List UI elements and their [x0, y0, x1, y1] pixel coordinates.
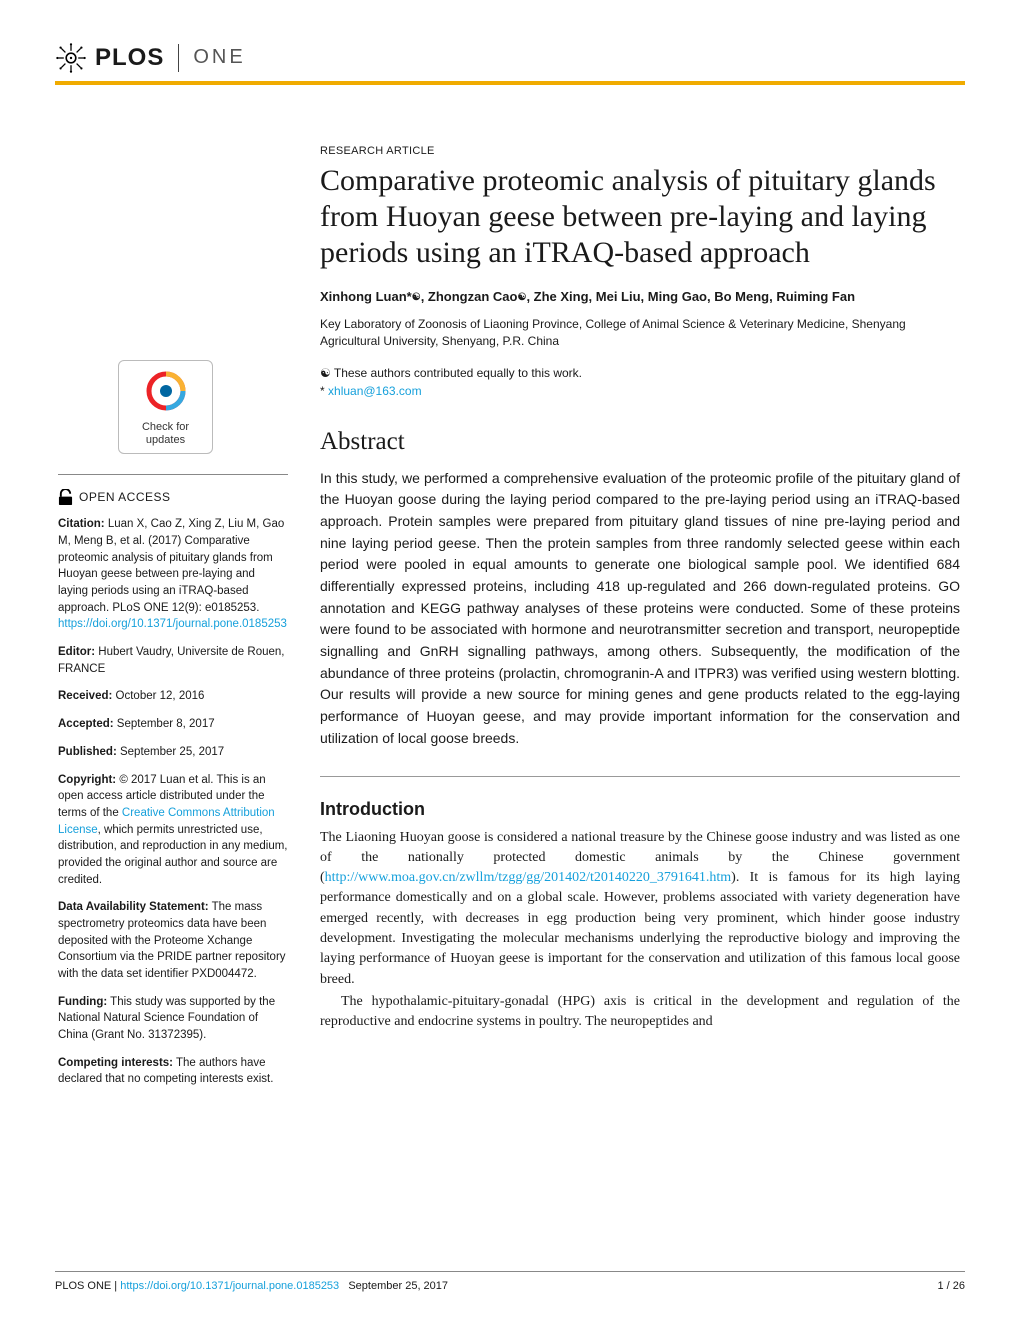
journal-logo: PLOS ONE	[55, 35, 965, 80]
author-list: Xinhong Luan*☯, Zhongzan Cao☯, Zhe Xing,…	[320, 289, 960, 304]
check-updates-line1: Check for	[125, 421, 206, 434]
accepted-label: Accepted:	[58, 718, 114, 730]
editor-label: Editor:	[58, 646, 95, 658]
footer-brand: PLOS ONE |	[55, 1280, 120, 1292]
intro-p1: The Liaoning Huoyan goose is considered …	[320, 828, 960, 990]
intro-p2: The hypothalamic-pituitary-gonadal (HPG)…	[320, 992, 960, 1033]
data-availability-block: Data Availability Statement: The mass sp…	[58, 899, 288, 982]
data-label: Data Availability Statement:	[58, 901, 209, 913]
author-notes: ☯ These authors contributed equally to t…	[320, 364, 960, 400]
sidebar: Check for updates OPEN ACCESS Citation: …	[58, 360, 288, 1099]
sidebar-divider	[58, 474, 288, 475]
check-updates-line2: updates	[125, 434, 206, 447]
corr-marker: *	[320, 384, 328, 398]
intro-heading: Introduction	[320, 799, 960, 820]
copyright-label: Copyright:	[58, 774, 116, 786]
affiliation: Key Laboratory of Zoonosis of Liaoning P…	[320, 316, 960, 350]
plos-burst-icon	[55, 42, 87, 74]
citation-text: Luan X, Cao Z, Xing Z, Liu M, Gao M, Men…	[58, 518, 284, 613]
intro-link[interactable]: http://www.moa.gov.cn/zwllm/tzgg/gg/2014…	[325, 870, 732, 885]
received-block: Received: October 12, 2016	[58, 688, 288, 705]
footer-left: PLOS ONE | https://doi.org/10.1371/journ…	[55, 1280, 448, 1292]
article-type: RESEARCH ARTICLE	[320, 145, 960, 157]
page-number: 1 / 26	[937, 1280, 965, 1292]
open-lock-icon	[58, 489, 73, 506]
plos-wordmark: PLOS	[95, 44, 164, 72]
check-updates-badge[interactable]: Check for updates	[118, 360, 213, 454]
accepted-text: September 8, 2017	[114, 718, 215, 730]
journal-name: ONE	[193, 46, 245, 69]
section-divider	[320, 776, 960, 777]
abstract-heading: Abstract	[320, 428, 960, 456]
published-label: Published:	[58, 746, 117, 758]
copyright-block: Copyright: © 2017 Luan et al. This is an…	[58, 772, 288, 889]
equal-contrib-note: ☯ These authors contributed equally to t…	[320, 364, 960, 382]
footer-date: September 25, 2017	[348, 1280, 448, 1292]
citation-block: Citation: Luan X, Cao Z, Xing Z, Liu M, …	[58, 516, 288, 633]
main-column: RESEARCH ARTICLE Comparative proteomic a…	[320, 145, 960, 1033]
published-block: Published: September 25, 2017	[58, 744, 288, 761]
doi-link[interactable]: https://doi.org/10.1371/journal.pone.018…	[58, 618, 287, 630]
open-access-label: OPEN ACCESS	[79, 489, 171, 506]
article-title: Comparative proteomic analysis of pituit…	[320, 163, 960, 271]
page-footer: PLOS ONE | https://doi.org/10.1371/journ…	[55, 1271, 965, 1292]
citation-label: Citation:	[58, 518, 105, 530]
funding-label: Funding:	[58, 996, 107, 1008]
abstract-text: In this study, we performed a comprehens…	[320, 468, 960, 750]
editor-block: Editor: Hubert Vaudry, Universite de Rou…	[58, 644, 288, 677]
footer-doi[interactable]: https://doi.org/10.1371/journal.pone.018…	[120, 1280, 339, 1292]
competing-block: Competing interests: The authors have de…	[58, 1055, 288, 1088]
crossmark-icon	[146, 371, 186, 411]
published-text: September 25, 2017	[117, 746, 224, 758]
competing-label: Competing interests:	[58, 1057, 173, 1069]
logo-divider	[178, 44, 179, 72]
received-label: Received:	[58, 690, 112, 702]
journal-header: PLOS ONE	[55, 35, 965, 85]
received-text: October 12, 2016	[112, 690, 204, 702]
corr-email[interactable]: xhluan@163.com	[328, 384, 422, 398]
intro-p1b: ). It is famous for its high laying perf…	[320, 870, 960, 986]
funding-block: Funding: This study was supported by the…	[58, 994, 288, 1044]
open-access-row: OPEN ACCESS	[58, 489, 288, 506]
accepted-block: Accepted: September 8, 2017	[58, 716, 288, 733]
